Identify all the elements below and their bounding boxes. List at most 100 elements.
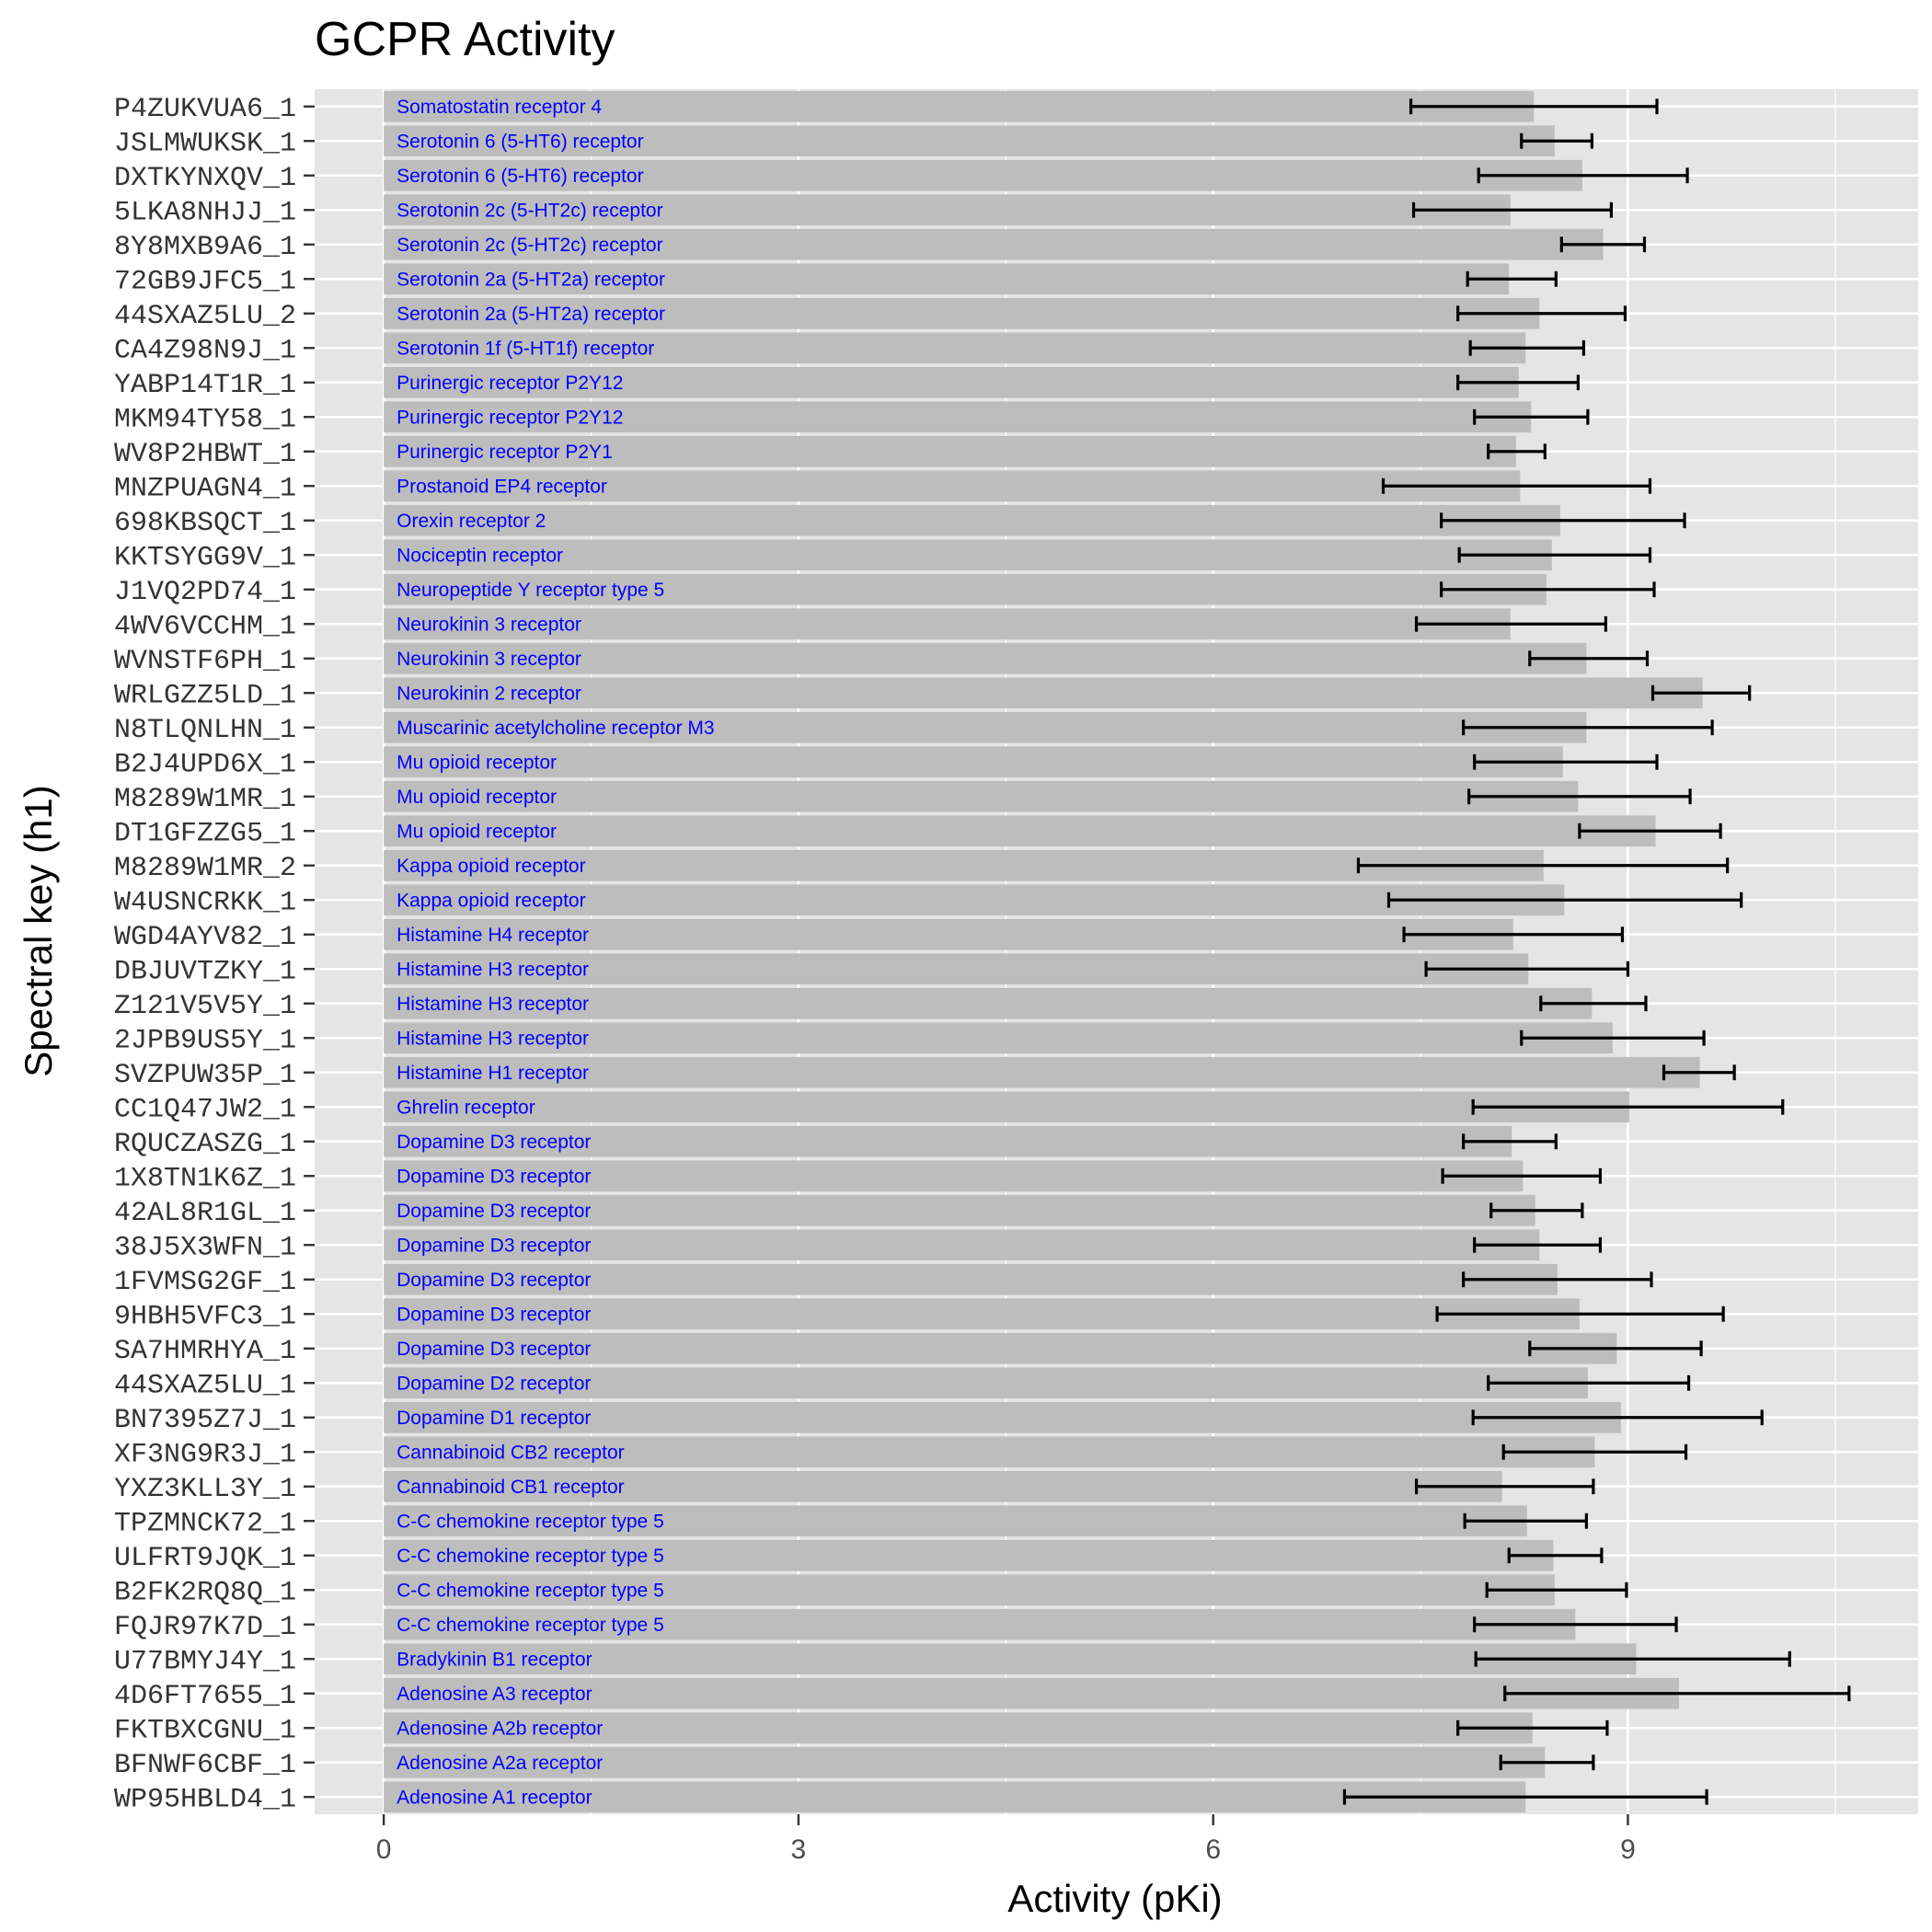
bar: [384, 849, 1544, 881]
bar-label: Histamine H3 receptor: [397, 1028, 589, 1049]
bar-label: C-C chemokine receptor type 5: [397, 1580, 664, 1601]
bar: [384, 125, 1555, 157]
bar: [384, 711, 1587, 743]
error-bar: [1501, 1443, 1688, 1460]
y-tick-label: WRLGZZ5LD_1: [114, 680, 296, 711]
y-tick-label: 2JPB9US5Y_1: [114, 1025, 296, 1056]
bar-label: Orexin receptor 2: [397, 511, 546, 532]
bar: [384, 401, 1532, 433]
error-bar: [1487, 443, 1547, 460]
bar-label: Cannabinoid CB2 receptor: [397, 1442, 624, 1463]
error-bar: [1414, 615, 1608, 632]
bar: [384, 1643, 1637, 1675]
bar-label: Serotonin 1f (5-HT1f) receptor: [397, 338, 654, 359]
error-bar: [1473, 1616, 1678, 1633]
y-tick-label: BFNWF6CBF_1: [114, 1750, 296, 1781]
bar-label: Mu opioid receptor: [397, 821, 557, 842]
x-tick-label: 0: [376, 1834, 392, 1865]
y-tick-label: WGD4AYV82_1: [114, 922, 296, 953]
bar: [384, 1608, 1576, 1640]
bar: [384, 1160, 1524, 1192]
bar-label: Neurokinin 3 receptor: [397, 649, 581, 670]
bar-label: Dopamine D2 receptor: [397, 1373, 591, 1394]
y-tick-label: YXZ3KLL3Y_1: [114, 1474, 296, 1505]
error-bar: [1503, 1685, 1851, 1702]
x-axis-title: Activity (pKi): [1007, 1877, 1222, 1920]
y-tick-label: ULFRT9JQK_1: [114, 1543, 296, 1574]
y-tick-label: MNZPUAGN4_1: [114, 473, 296, 504]
bar: [384, 1539, 1554, 1571]
error-bar: [1520, 132, 1593, 149]
y-tick-label: CA4Z98N9J_1: [114, 335, 296, 366]
error-bar: [1462, 719, 1714, 736]
error-bar: [1342, 1788, 1708, 1805]
error-bar: [1462, 1133, 1558, 1150]
bar-label: Neuropeptide Y receptor type 5: [397, 580, 664, 601]
bar-label: C-C chemokine receptor type 5: [397, 1615, 664, 1636]
bar-label: Cannabinoid CB1 receptor: [397, 1477, 624, 1498]
y-tick-label: 44SXAZ5LU_2: [114, 301, 296, 332]
error-bar: [1520, 1029, 1706, 1046]
error-bar: [1456, 305, 1627, 322]
bar: [384, 1194, 1535, 1226]
bar: [384, 297, 1540, 329]
y-tick-label: DXTKYNXQV_1: [114, 163, 296, 194]
y-tick-label: 4WV6VCCHM_1: [114, 611, 296, 642]
error-bar: [1463, 1512, 1588, 1529]
x-tick-label: 3: [791, 1834, 807, 1865]
bar: [384, 953, 1529, 985]
error-bar: [1474, 1650, 1791, 1667]
y-tick-label: XF3NG9R3J_1: [114, 1439, 296, 1470]
bars: Somatostatin receptor 4 Serotonin 6 (5-HT…: [384, 90, 1703, 1813]
bar: [384, 1712, 1533, 1744]
error-bar: [1528, 1340, 1703, 1357]
y-tick-label: 698KBSQCT_1: [114, 508, 296, 539]
bar: [384, 1401, 1621, 1433]
y-tick-label: W4USNCRKK_1: [114, 887, 296, 918]
y-tick-label: 4D6FT7655_1: [114, 1681, 296, 1712]
bar-label: Serotonin 2c (5-HT2c) receptor: [397, 200, 662, 221]
error-bar: [1487, 1374, 1691, 1391]
bar-label: Somatostatin receptor 4: [397, 97, 602, 118]
bar: [384, 1298, 1580, 1330]
error-bar: [1402, 926, 1625, 943]
error-bar: [1440, 512, 1686, 529]
bar-label: Adenosine A2b receptor: [397, 1718, 603, 1739]
bar: [384, 608, 1511, 640]
bar-label: Serotonin 2c (5-HT2c) receptor: [397, 235, 662, 256]
bar-label: C-C chemokine receptor type 5: [397, 1546, 664, 1567]
error-bar: [1424, 960, 1630, 977]
bar-label: Dopamine D3 receptor: [397, 1132, 591, 1153]
bar: [384, 366, 1519, 398]
bar-label: Prostanoid EP4 receptor: [397, 476, 607, 497]
bar-label: Adenosine A2a receptor: [397, 1753, 603, 1774]
bar-label: Dopamine D3 receptor: [397, 1201, 591, 1222]
bar-label: Muscarinic acetylcholine receptor M3: [397, 718, 714, 739]
y-tick-label: MKM94TY58_1: [114, 404, 296, 435]
y-tick-label: WV8P2HBWT_1: [114, 439, 296, 470]
error-bar: [1489, 1202, 1584, 1219]
y-tick-label: 44SXAZ5LU_1: [114, 1370, 296, 1401]
bar: [384, 194, 1511, 226]
bar: [384, 780, 1579, 812]
bar-label: C-C chemokine receptor type 5: [397, 1511, 664, 1532]
error-bar: [1457, 546, 1652, 563]
bar-label: Neurokinin 3 receptor: [397, 614, 581, 635]
error-bar: [1499, 1754, 1595, 1771]
error-bar: [1462, 1271, 1653, 1288]
bar: [384, 263, 1510, 295]
bar-label: Ghrelin receptor: [397, 1097, 535, 1118]
bar: [384, 1574, 1555, 1606]
error-bar: [1441, 1167, 1603, 1184]
bar: [384, 1091, 1629, 1123]
error-bar: [1485, 1581, 1628, 1598]
bar: [384, 435, 1516, 467]
y-tick-label: N8TLQNLHN_1: [114, 715, 296, 746]
bar: [384, 1677, 1680, 1709]
bar-label: Dopamine D3 receptor: [397, 1339, 591, 1360]
bar-label: Dopamine D3 receptor: [397, 1166, 591, 1187]
y-tick-label: BN7395Z7J_1: [114, 1405, 296, 1436]
bar: [384, 677, 1703, 709]
y-tick-label: TPZMNCK72_1: [114, 1508, 296, 1539]
bar: [384, 228, 1604, 260]
